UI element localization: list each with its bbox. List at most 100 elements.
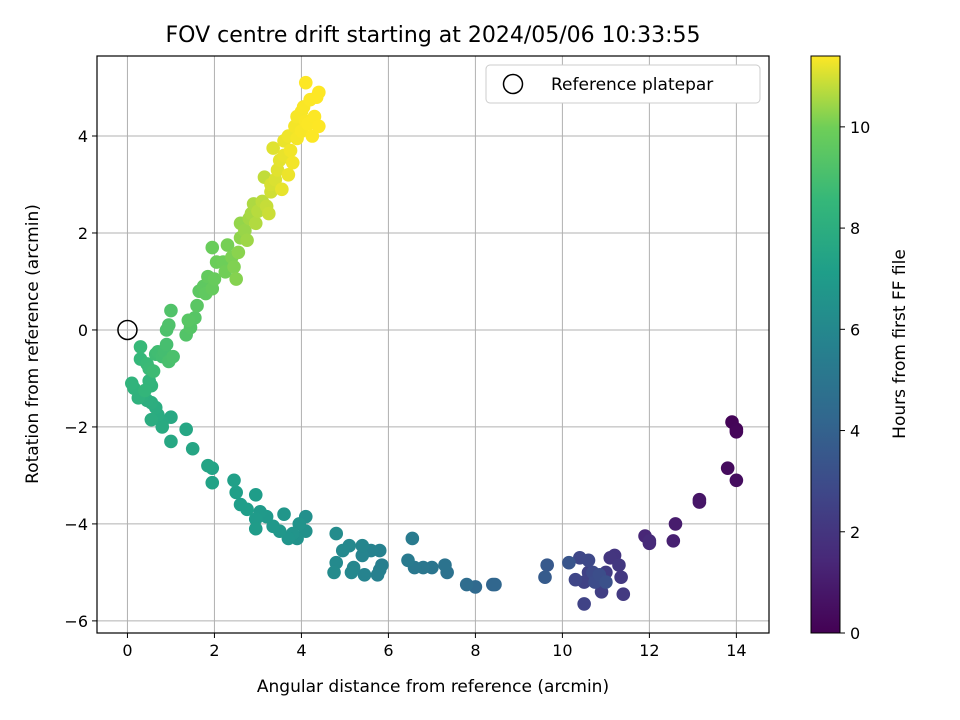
scatter-point	[220, 238, 235, 252]
colorbar-tick-label: 6	[850, 320, 860, 339]
scatter-point	[124, 376, 139, 391]
colorbar-label: Hours from first FF file	[890, 249, 910, 439]
scatter-point	[612, 558, 626, 572]
scatter-point	[312, 119, 326, 134]
scatter-point	[155, 420, 170, 434]
x-tick-label: 4	[296, 641, 306, 660]
scatter-point	[355, 538, 370, 553]
colorbar-tick-label: 0	[850, 624, 860, 643]
x-tick-label: 12	[639, 641, 659, 660]
scatter-point	[133, 340, 148, 354]
x-axis-label: Angular distance from reference (arcmin)	[257, 677, 609, 697]
scatter-point	[227, 473, 241, 488]
scatter-point	[205, 240, 220, 255]
plot-background	[97, 56, 769, 633]
scatter-point	[161, 318, 176, 332]
scatter-point	[720, 461, 735, 475]
scatter-point	[438, 558, 452, 572]
scatter-point	[231, 245, 246, 260]
scatter-point	[401, 553, 415, 568]
scatter-point	[285, 155, 300, 170]
scatter-point	[248, 216, 263, 231]
scatter-point	[729, 424, 744, 439]
y-tick-label: −6	[64, 612, 88, 631]
scatter-point	[248, 488, 263, 502]
scatter-point	[335, 543, 350, 558]
x-axis-ticks: 0 2 4 6 8 10 12 14	[122, 633, 747, 660]
scatter-point	[229, 272, 243, 286]
scatter-point	[233, 497, 248, 512]
scatter-point	[405, 531, 420, 546]
x-tick-label: 10	[552, 641, 572, 660]
scatter-point	[266, 141, 280, 155]
plot-area: 0 2 4 6 8 10 12 14 −6 −4 −2 0 2 4	[64, 55, 770, 660]
scatter-point	[459, 577, 474, 592]
scatter-point	[166, 349, 180, 364]
scatter-point	[201, 458, 215, 473]
scatter-point	[538, 570, 552, 585]
scatter-point	[577, 597, 591, 611]
scatter-point	[229, 485, 243, 500]
scatter-point	[207, 272, 222, 286]
legend-reference-icon	[502, 73, 524, 95]
scatter-point	[488, 577, 502, 592]
scatter-point	[164, 434, 178, 449]
y-tick-label: −2	[64, 418, 88, 437]
x-tick-label: 6	[383, 641, 393, 660]
x-tick-label: 0	[122, 641, 132, 660]
colorbar-gradient	[810, 55, 841, 634]
scatter-point	[599, 575, 613, 589]
scatter-point	[327, 565, 341, 580]
scatter-point	[190, 298, 204, 313]
scatter-point	[305, 129, 320, 143]
scatter-point	[262, 206, 276, 221]
colorbar-tick-label: 10	[850, 118, 870, 137]
scatter-point	[179, 422, 193, 437]
scatter-point	[568, 572, 583, 587]
scatter-point	[344, 565, 359, 580]
colorbar: 0 2 4 6 8 10 Hours from first FF file	[810, 55, 910, 643]
scatter-point	[248, 521, 263, 536]
x-tick-label: 2	[209, 641, 219, 660]
chart-title: FOV centre drift starting at 2024/05/06 …	[166, 23, 701, 48]
scatter-point	[692, 495, 707, 509]
scatter-point	[248, 512, 263, 526]
scatter-point	[164, 303, 178, 318]
grid-lines	[97, 56, 769, 633]
scatter-point	[181, 313, 196, 328]
scatter-point	[540, 558, 554, 572]
colorbar-tick-label: 8	[850, 219, 860, 238]
scatter-point	[292, 517, 307, 531]
scatter-point	[668, 517, 683, 531]
scatter-point	[616, 587, 631, 602]
y-tick-label: 0	[78, 321, 88, 340]
scatter-point	[185, 441, 200, 456]
scatter-point	[329, 526, 344, 541]
scatter-point	[357, 568, 372, 582]
colorbar-ticks: 0 2 4 6 8 10	[840, 118, 870, 643]
scatter-points	[124, 75, 744, 611]
scatter-point	[205, 475, 220, 490]
legend-frame	[485, 64, 761, 104]
y-tick-label: 4	[78, 127, 88, 146]
scatter-point	[266, 519, 280, 534]
y-tick-label: 2	[78, 224, 88, 243]
scatter-point	[729, 473, 744, 488]
scatter-point	[642, 534, 657, 548]
scatter-point	[240, 233, 254, 248]
colorbar-tick-label: 4	[850, 422, 860, 441]
y-axis-label: Rotation from reference (arcmin)	[23, 204, 43, 484]
colorbar-tick-label: 2	[850, 523, 860, 542]
legend: Reference platepar	[485, 64, 761, 104]
x-tick-label: 8	[470, 641, 480, 660]
scatter-point	[144, 412, 159, 427]
scatter-point	[312, 85, 326, 100]
scatter-point	[355, 548, 370, 563]
x-tick-label: 14	[726, 641, 746, 660]
scatter-point	[159, 337, 174, 352]
scatter-point	[581, 553, 596, 568]
y-tick-label: −4	[64, 515, 88, 534]
scatter-point	[370, 568, 385, 582]
scatter-point	[146, 364, 161, 378]
